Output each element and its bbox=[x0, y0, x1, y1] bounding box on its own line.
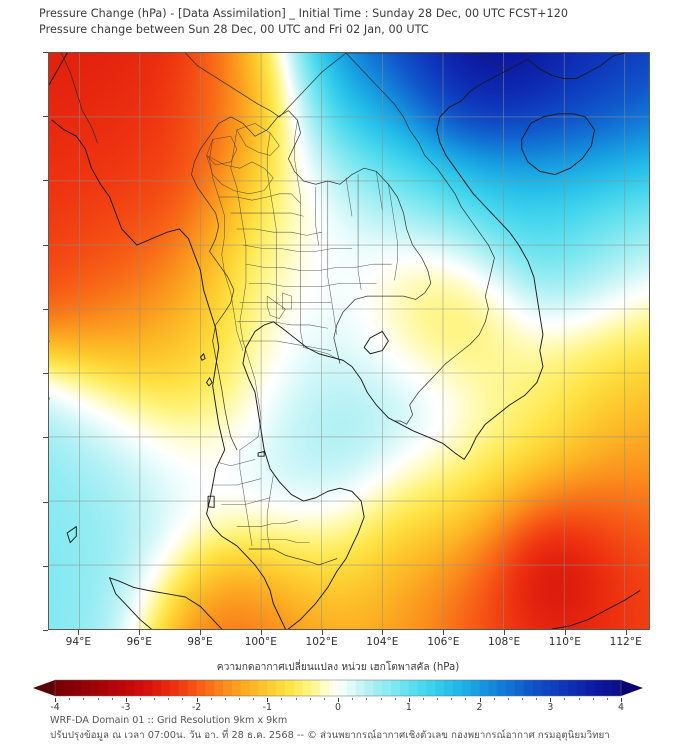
xtick-label-104: 104°E bbox=[366, 636, 399, 648]
xtick-label-96: 96°E bbox=[126, 636, 152, 648]
title-line-2: Pressure change between Sun 28 Dec, 00 U… bbox=[39, 23, 429, 36]
colorbar-major-tick bbox=[196, 698, 198, 702]
colorbar-minor-tick bbox=[451, 698, 453, 700]
colorbar-label-6: 2 bbox=[476, 702, 483, 713]
pressure-change-field bbox=[49, 53, 649, 629]
ytick-mark bbox=[43, 244, 48, 246]
colorbar-minor-tick bbox=[507, 698, 509, 700]
xtick-mark bbox=[139, 630, 141, 635]
colorbar-minor-tick bbox=[522, 698, 523, 700]
colorbar-minor-tick bbox=[380, 698, 382, 700]
colorbar-minor-tick bbox=[493, 698, 495, 700]
footer-line-domain: WRF-DA Domain 01 :: Grid Resolution 9km … bbox=[50, 715, 288, 726]
colorbar-minor-tick bbox=[168, 698, 170, 700]
colorbar-minor-tick bbox=[592, 698, 594, 700]
colorbar-minor-tick bbox=[352, 698, 354, 700]
ytick-mark bbox=[43, 630, 48, 631]
footer-block: WRF-DA Domain 01 :: Grid Resolution 9km … bbox=[50, 713, 670, 743]
colorbar-major-tick bbox=[479, 698, 481, 702]
colorbar-minor-tick bbox=[323, 698, 325, 700]
xtick-label-110: 110°E bbox=[548, 636, 581, 648]
colorbar-major-tick bbox=[408, 698, 410, 702]
xtick-mark bbox=[321, 630, 323, 635]
colorbar-major-tick bbox=[550, 698, 552, 702]
coastline-and-borders bbox=[49, 53, 641, 629]
colorbar-minor-tick bbox=[366, 698, 368, 700]
colorbar-minor-tick bbox=[465, 698, 467, 700]
colorbar-axis: -4 -3 -2 -1 0 1 2 3 4 bbox=[33, 698, 643, 714]
colorbar-label-4: 0 bbox=[335, 702, 341, 713]
colorbar-minor-tick bbox=[97, 698, 99, 700]
colorbar[interactable] bbox=[33, 679, 643, 697]
colorbar-minor-tick bbox=[437, 698, 439, 700]
colorbar-minor-tick bbox=[111, 698, 113, 700]
xtick-mark bbox=[260, 630, 262, 635]
xtick-label-112: 112°E bbox=[609, 636, 642, 648]
xtick-mark bbox=[564, 630, 566, 635]
colorbar-minor-tick bbox=[536, 698, 538, 700]
colorbar-caption: ความกดอากาศเปลี่ยนแปลง หน่วย เฮกโตพาสคัล… bbox=[216, 662, 460, 673]
colorbar-minor-tick bbox=[154, 698, 156, 700]
xtick-mark bbox=[78, 630, 80, 635]
colorbar-label-3: -1 bbox=[262, 702, 272, 713]
colorbar-label-5: 1 bbox=[405, 702, 412, 713]
colorbar-label-0: -4 bbox=[50, 702, 60, 713]
colorbar-minor-tick bbox=[564, 698, 566, 700]
colorbar-major-tick bbox=[267, 698, 269, 702]
colorbar-minor-tick bbox=[578, 698, 580, 700]
colorbar-minor-tick bbox=[210, 698, 212, 700]
colorbar-major-tick bbox=[55, 698, 56, 702]
chart-title-block: Pressure Change (hPa) - [Data Assimilati… bbox=[39, 6, 664, 38]
colorbar-label-2: -2 bbox=[191, 702, 202, 713]
ytick-mark bbox=[43, 565, 48, 567]
ytick-mark bbox=[43, 52, 48, 53]
colorbar-minor-tick bbox=[606, 698, 608, 700]
xtick-label-106: 106°E bbox=[427, 636, 460, 648]
title-line-1: Pressure Change (hPa) - [Data Assimilati… bbox=[39, 7, 569, 20]
colorbar-label-1: -3 bbox=[121, 702, 131, 713]
colorbar-major-tick bbox=[125, 698, 127, 702]
colorbar-minor-tick bbox=[83, 698, 85, 700]
colorbar-minor-tick bbox=[422, 698, 424, 700]
colorbar-minor-tick bbox=[309, 698, 311, 700]
colorbar-minor-tick bbox=[182, 698, 184, 700]
colorbar-minor-tick bbox=[69, 698, 71, 700]
footer-line-credit: ปรับปรุงข้อมูล ณ เวลา 07:00น. วัน อา. ที… bbox=[50, 730, 610, 741]
colorbar-minor-tick bbox=[253, 698, 255, 700]
xtick-mark bbox=[625, 630, 627, 635]
ytick-mark bbox=[43, 308, 48, 310]
colorbar-minor-tick bbox=[139, 698, 141, 700]
xtick-label-94: 94°E bbox=[65, 636, 92, 648]
ytick-mark bbox=[43, 437, 48, 439]
xtick-mark bbox=[382, 630, 384, 635]
colorbar-block: ความกดอากาศเปลี่ยนแปลง หน่วย เฮกโตพาสคัล… bbox=[0, 659, 676, 714]
ytick-mark bbox=[43, 373, 48, 375]
xtick-label-100: 100°E bbox=[244, 636, 277, 648]
colorbar-minor-tick bbox=[394, 698, 396, 700]
colorbar-label-7: 3 bbox=[547, 702, 554, 713]
xtick-mark bbox=[443, 630, 445, 635]
colorbar-minor-tick bbox=[295, 698, 297, 700]
colorbar-major-tick bbox=[621, 698, 622, 702]
ytick-mark bbox=[43, 116, 48, 118]
xtick-mark bbox=[504, 630, 506, 635]
xtick-label-98: 98°E bbox=[187, 636, 213, 648]
colorbar-minor-tick bbox=[224, 698, 226, 700]
ytick-mark bbox=[43, 180, 48, 182]
colorbar-minor-tick bbox=[281, 698, 283, 700]
xtick-label-108: 108°E bbox=[487, 636, 521, 648]
xtick-label-102: 102°E bbox=[305, 636, 338, 648]
pressure-change-map[interactable] bbox=[48, 52, 650, 630]
colorbar-minor-tick bbox=[239, 698, 240, 700]
colorbar-label-8: 4 bbox=[618, 702, 624, 713]
xtick-mark bbox=[200, 630, 201, 635]
ytick-mark bbox=[43, 501, 48, 503]
colorbar-major-tick bbox=[338, 698, 339, 702]
